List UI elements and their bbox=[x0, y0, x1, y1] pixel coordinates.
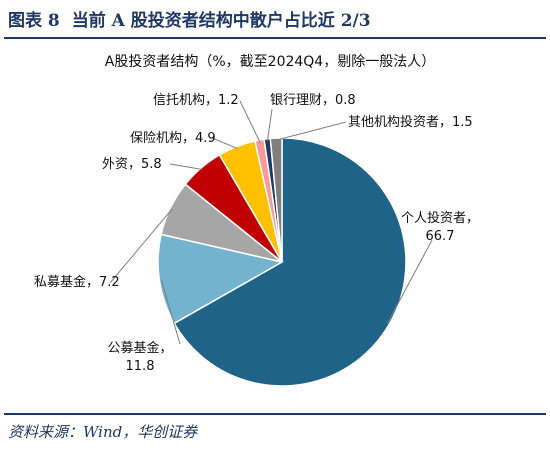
slice-label-name: 保险机构， bbox=[130, 131, 195, 146]
slice-label-name: 公募基金， bbox=[107, 340, 172, 356]
figure-title: 图表 8 当前 A 股投资者结构中散户占比近 2/3 bbox=[8, 6, 383, 31]
figure-heading: 当前 A 股投资者结构中散户占比近 2/3 bbox=[71, 11, 371, 31]
slice-label-name: 其他机构投资者， bbox=[348, 114, 452, 130]
source-note: 资料来源：Wind，华创证券 bbox=[8, 423, 198, 441]
slice-label-name: 外资， bbox=[102, 157, 141, 172]
slice-label-value: 4.9 bbox=[195, 131, 216, 146]
bottom-rule bbox=[4, 413, 546, 415]
leader-line-6 bbox=[239, 100, 261, 143]
pie-slices bbox=[157, 137, 407, 387]
slice-label-4: 外资，5.8 bbox=[102, 157, 162, 172]
leader-line-7 bbox=[266, 108, 273, 141]
leader-line-3 bbox=[109, 208, 173, 284]
leader-line-5 bbox=[211, 137, 238, 149]
slice-label-value: 0.8 bbox=[335, 93, 356, 108]
slice-label-value: 11.8 bbox=[126, 359, 155, 374]
pie-slice-1 bbox=[173, 137, 407, 387]
leader-lines bbox=[109, 100, 433, 345]
slice-label-5: 保险机构，4.9 bbox=[130, 131, 216, 146]
chart-title: A股投资者结构（%，截至2024Q4，剔除一般法人） bbox=[105, 54, 435, 70]
slice-label-value: 1.5 bbox=[452, 115, 473, 130]
leader-line-1 bbox=[387, 239, 433, 324]
slice-label-8: 其他机构投资者，1.5 bbox=[348, 114, 473, 130]
slice-label-6: 信托机构，1.2 bbox=[153, 93, 239, 108]
figure-number: 图表 8 bbox=[8, 11, 60, 31]
slice-label-name: 信托机构， bbox=[153, 93, 218, 108]
slice-labels: 个人投资者， 66.7 公募基金， 11.8 私募基金，7.2 外资，5.8 保险机构，4.… bbox=[34, 93, 479, 374]
slice-label-3: 私募基金，7.2 bbox=[34, 274, 120, 290]
slice-label-value: 5.8 bbox=[141, 157, 162, 172]
slice-label-7: 银行理财，0.8 bbox=[270, 93, 356, 108]
slice-label-value: 1.2 bbox=[218, 93, 239, 108]
top-rule bbox=[4, 37, 546, 39]
leader-line-8 bbox=[276, 121, 347, 141]
slice-label-name: 私募基金， bbox=[34, 274, 99, 290]
slice-label-name: 个人投资者， bbox=[401, 210, 479, 226]
pie-slice-8 bbox=[269, 137, 283, 263]
leader-line-4 bbox=[169, 163, 203, 171]
slice-label-name: 银行理财， bbox=[270, 93, 335, 108]
slice-label-2: 公募基金， 11.8 bbox=[107, 340, 172, 374]
slice-label-1: 个人投资者， 66.7 bbox=[401, 210, 479, 244]
slice-label-value: 7.2 bbox=[99, 275, 120, 290]
leader-line-2 bbox=[160, 279, 181, 345]
slice-label-value: 66.7 bbox=[426, 229, 455, 244]
